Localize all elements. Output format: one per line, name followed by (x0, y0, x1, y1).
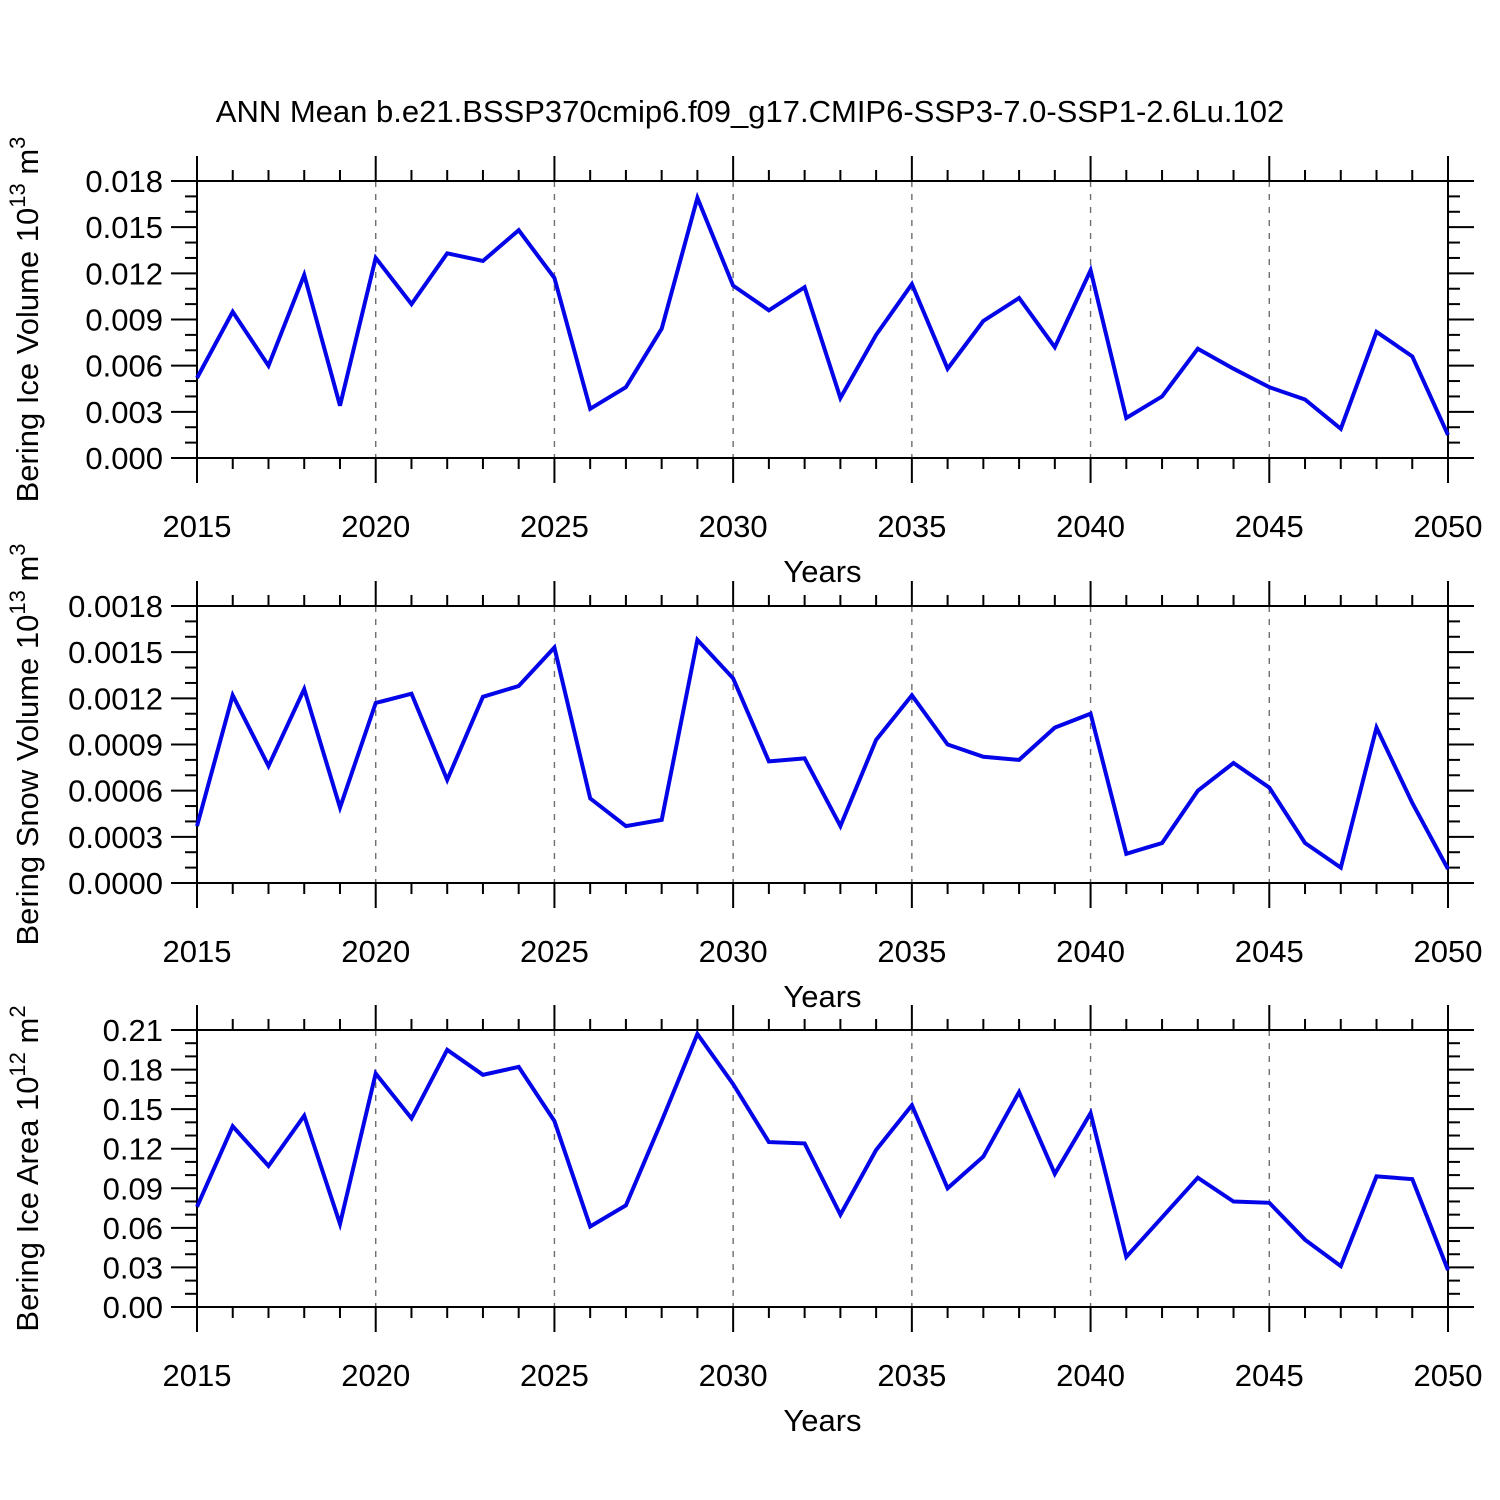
bering-ice-volume-ytick-label: 0.015 (85, 210, 163, 245)
bering-snow-volume-xaxis-title: Years (783, 979, 861, 1014)
bering-ice-area-ytick-label: 0.12 (103, 1132, 163, 1167)
bering-ice-area-ytick-label: 0.03 (103, 1250, 163, 1285)
bering-ice-volume-yaxis-title: Bering Ice Volume 1013 m3 (5, 137, 45, 503)
bering-ice-volume-xtick-label: 2030 (699, 509, 768, 544)
bering-ice-volume-xtick-label: 2020 (341, 509, 410, 544)
bering-snow-volume-xtick-label: 2035 (877, 934, 946, 969)
bering-ice-volume-ytick-label: 0.006 (85, 349, 163, 384)
bering-ice-volume-ytick-label: 0.009 (85, 303, 163, 338)
bering-ice-area-xtick-label: 2020 (341, 1358, 410, 1393)
bering-ice-area-xtick-label: 2045 (1235, 1358, 1304, 1393)
bering-ice-volume-ytick-label: 0.003 (85, 395, 163, 430)
bering-ice-volume-panel: 2015 2020 2025 2030 2035 2040 2045 2050 Years 0.0… (5, 137, 1482, 589)
bering-snow-volume-xtick-label: 2015 (163, 934, 232, 969)
bering-ice-volume-xaxis-title: Years (783, 554, 861, 589)
bering-ice-area-line (195, 1029, 1450, 1271)
bering-snow-volume-line (195, 635, 1450, 871)
bering-ice-area-xtick-label: 2030 (699, 1358, 768, 1393)
bering-ice-volume-ytick-label: 0.018 (85, 164, 163, 199)
bering-ice-volume-xtick-label: 2015 (163, 509, 232, 544)
bering-ice-volume-xtick-label: 2040 (1056, 509, 1125, 544)
bering-ice-volume-ytick-label: 0.012 (85, 256, 163, 291)
bering-ice-volume-xtick-label: 2050 (1414, 509, 1483, 544)
bering-snow-volume-xtick-label: 2020 (341, 934, 410, 969)
figure-title: ANN Mean b.e21.BSSP370cmip6.f09_g17.CMIP… (215, 94, 1285, 129)
bering-snow-volume-xtick-label: 2040 (1056, 934, 1125, 969)
bering-ice-area-ytick-label: 0.15 (103, 1092, 163, 1127)
bering-snow-volume-ytick-label: 0.0015 (68, 635, 163, 670)
bering-ice-area-panel: 2015 2020 2025 2030 2035 2040 2045 2050 Years 0.0… (5, 1005, 1482, 1438)
bering-ice-area-ytick-label: 0.09 (103, 1171, 163, 1206)
bering-snow-volume-ytick-label: 0.0003 (68, 820, 163, 855)
bering-ice-area-ytick-label: 0.21 (103, 1013, 163, 1048)
bering-snow-volume-ytick-label: 0.0009 (68, 728, 163, 763)
bering-snow-volume-ytick-label: 0.0018 (68, 589, 163, 624)
bering-ice-volume-xtick-label: 2025 (520, 509, 589, 544)
bering-ice-volume-ytick-label: 0.000 (85, 441, 163, 476)
bering-snow-volume-yaxis-title: Bering Snow Volume 1013 m3 (5, 543, 45, 945)
bering-ice-area-yaxis-title: Bering Ice Area 1012 m2 (5, 1005, 45, 1331)
bering-ice-area-ytick-label: 0.18 (103, 1053, 163, 1088)
bering-snow-volume-ytick-label: 0.0012 (68, 681, 163, 716)
bering-snow-volume-ytick-label: 0.0000 (68, 866, 163, 901)
bering-snow-volume-frame (196, 605, 1449, 884)
bering-ice-area-xtick-label: 2015 (163, 1358, 232, 1393)
bering-ice-area-frame (196, 1029, 1449, 1308)
bering-ice-area-xtick-label: 2050 (1414, 1358, 1483, 1393)
bering-snow-volume-panel: 2015 2020 2025 2030 2035 2040 2045 2050 Years 0.0… (5, 543, 1482, 1014)
bering-ice-area-xtick-label: 2025 (520, 1358, 589, 1393)
bering-ice-area-xaxis-title: Years (783, 1403, 861, 1438)
bering-ice-area-xtick-label: 2035 (877, 1358, 946, 1393)
bering-ice-area-xtick-label: 2040 (1056, 1358, 1125, 1393)
bering-ice-volume-xtick-label: 2045 (1235, 509, 1304, 544)
bering-ice-volume-xtick-label: 2035 (877, 509, 946, 544)
bering-ice-area-ytick-label: 0.00 (103, 1290, 163, 1325)
bering-snow-volume-xtick-label: 2025 (520, 934, 589, 969)
bering-snow-volume-xtick-label: 2050 (1414, 934, 1483, 969)
bering-snow-volume-xtick-label: 2030 (699, 934, 768, 969)
bering-snow-volume-ytick-label: 0.0006 (68, 774, 163, 809)
bering-snow-volume-xtick-label: 2045 (1235, 934, 1304, 969)
bering-ice-volume-frame (196, 180, 1449, 459)
bering-ice-area-ytick-label: 0.06 (103, 1211, 163, 1246)
bering-ice-volume-line (195, 191, 1450, 436)
